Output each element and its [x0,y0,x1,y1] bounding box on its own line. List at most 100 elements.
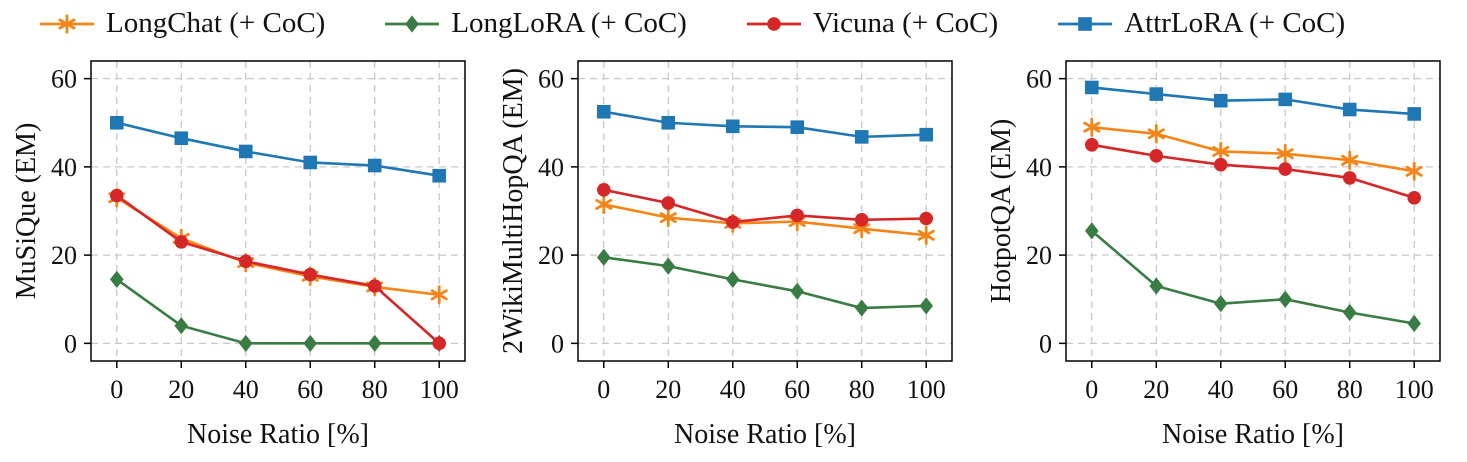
legend-marker-square-icon [1058,16,1113,31]
y-tick-label: 0 [1039,329,1052,358]
diamond-marker [1278,290,1293,308]
chart-musique-plot: 0 20 40 60 80 100 0 20 40 60 Noise Ratio [%] MuSiQu… [11,60,466,450]
series-line [604,256,927,310]
star-marker [918,225,936,245]
circle-marker [367,279,382,293]
square-marker [661,115,676,130]
series-longchat [1083,117,1423,181]
legend: LongChat (+ CoC) LongLoRA (+ CoC) Vicuna (… [0,0,1467,47]
square-marker [855,130,870,144]
legend-marker-star-icon [40,13,94,34]
y-tick-label: 60 [1026,65,1052,94]
diamond-marker [790,282,805,300]
x-tick-label: 40 [233,375,259,404]
series-line [604,203,927,237]
x-tick-label: 40 [720,375,746,404]
y-axis-label: 2WikiMultiHopQA (EM) [498,68,529,354]
legend-label-longchat: LongChat (+ CoC) [106,7,326,39]
legend-item-vicuna: Vicuna (+ CoC) [745,7,998,40]
series-longlora [109,270,446,352]
chart-2wikimultihopqa: 0 20 40 60 80 100 0 20 40 60 Noise Ratio [%] 2WikiM… [496,47,970,462]
diamond-marker [367,334,382,352]
x-tick-label: 20 [168,375,194,404]
x-axis-label: Noise Ratio [%] [1162,419,1344,450]
x-tick-label: 20 [1143,375,1169,404]
circle-marker [432,336,446,351]
diamond-marker [174,317,188,335]
chart-2wikimultihopqa-plot: 0 20 40 60 80 100 0 20 40 60 Noise Ratio [%] 2WikiM… [498,60,954,450]
y-tick-label: 20 [1026,241,1052,270]
y-axis-label: MuSiQue (EM) [11,123,42,300]
x-axis-label: Noise Ratio [%] [675,419,857,450]
x-tick-label: 60 [1272,375,1298,404]
gridlines [1066,61,1441,361]
star-marker [1276,144,1294,164]
y-tick-label: 60 [51,65,77,94]
chart-hotpotqa: 0 20 40 60 80 100 0 20 40 60 Noise Ratio [%] Hotpot… [984,47,1458,462]
y-tick-label: 40 [51,153,77,182]
circle-marker [767,16,781,31]
diamond-marker [238,334,253,352]
diamond-marker [661,257,676,275]
series-line [115,278,440,345]
diamond-marker [1085,222,1099,240]
legend-label-vicuna: Vicuna (+ CoC) [812,7,999,39]
diamond-marker [1343,303,1357,322]
circle-marker [790,208,805,223]
star-marker [660,208,678,228]
axis-box [577,60,954,362]
square-marker [1078,16,1092,31]
circle-marker [303,267,317,282]
series-attrlora [597,104,934,144]
legend-marker-diamond-icon [385,14,440,33]
x-tick-label: 80 [849,375,875,404]
legend-item-longchat: LongChat (+ CoC) [38,7,325,40]
square-marker [174,131,188,146]
x-tick-label: 60 [297,375,323,404]
square-marker [367,158,382,173]
y-tick-label: 20 [51,241,77,270]
square-marker [919,127,934,142]
series-vicuna [1085,138,1422,205]
square-marker [1278,92,1293,107]
diamond-marker [855,299,870,317]
series-longchat [108,188,448,305]
axis-box [90,60,466,362]
square-marker [1085,80,1099,95]
square-marker [597,104,612,119]
axis-box [1065,60,1441,362]
x-tick-label: 100 [1395,375,1434,404]
x-tick-label: 60 [785,375,811,404]
series-vicuna [109,188,446,351]
circle-marker [238,254,253,269]
square-marker [432,168,446,183]
legend-label-longlora: LongLoRA (+ CoC) [451,7,687,39]
circle-marker [919,211,934,226]
x-tick-label: 80 [1337,375,1363,404]
legend-item-attrlora: AttrLoRA (+ CoC) [1056,7,1345,40]
x-tick-label: 100 [907,375,946,404]
series-vicuna [597,183,934,229]
star-marker [1212,141,1230,162]
star-marker [1341,150,1359,170]
diamond-marker [1214,295,1228,313]
diamond-marker [109,270,124,288]
y-axis-label: HotpotQA (EM) [986,119,1017,303]
diamond-marker [919,297,934,315]
diamond-marker [1407,314,1422,333]
square-marker [1214,93,1228,108]
diamond-marker [303,334,317,352]
diamond-marker [405,14,420,33]
series-line [1091,143,1415,200]
series-attrlora [109,115,446,183]
series-line [116,121,440,177]
chart-hotpotqa-plot: 0 20 40 60 80 100 0 20 40 60 Noise Ratio [%] Hotpot… [986,60,1441,450]
circle-marker [661,196,676,210]
diamond-marker [726,270,741,288]
y-tick-label: 40 [538,153,564,182]
series-line [1091,86,1415,116]
legend-marker-circle-icon [746,16,801,31]
square-marker [1149,87,1164,101]
x-tick-label: 0 [1085,375,1098,404]
circle-marker [1278,162,1293,176]
